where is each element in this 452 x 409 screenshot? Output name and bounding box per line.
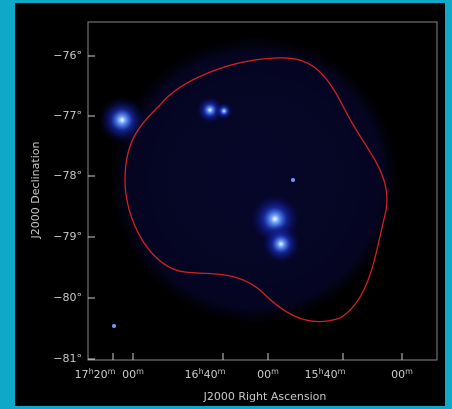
x-tick-part: 16 xyxy=(185,368,199,381)
y-tick-label: −81° xyxy=(53,352,82,365)
x-tick-part: m xyxy=(218,367,226,376)
y-tick-label: −78° xyxy=(53,169,82,182)
x-axis-label: J2000 Right Ascension xyxy=(203,390,327,403)
y-tick-label: −79° xyxy=(53,230,82,243)
y-tick-label: −80° xyxy=(53,291,82,304)
field-glow xyxy=(105,30,405,330)
x-tick-part: m xyxy=(136,367,144,376)
x-tick-part: 15 xyxy=(305,368,319,381)
x-tick-part: m xyxy=(405,367,413,376)
source xyxy=(215,102,233,120)
y-tick-label: −76° xyxy=(53,49,82,62)
x-tick-part: m xyxy=(338,367,346,376)
x-tick-part: m xyxy=(271,367,279,376)
x-tick-part: 40 xyxy=(204,368,218,381)
x-tick-part: 17 xyxy=(75,368,89,381)
sky-image: J2000 Right Ascension J2000 Declination … xyxy=(0,0,452,409)
x-tick-part: 00 xyxy=(122,368,136,381)
y-axis-label: J2000 Declination xyxy=(29,142,42,240)
source xyxy=(98,96,146,144)
x-tick-part: m xyxy=(108,367,116,376)
x-tick-part: 00 xyxy=(257,368,271,381)
page: J2000 Right Ascension J2000 Declination … xyxy=(0,0,452,409)
x-tick-part: 20 xyxy=(94,368,108,381)
source xyxy=(291,178,295,182)
source xyxy=(112,324,116,328)
y-tick-label: −77° xyxy=(53,109,82,122)
x-tick-part: 00 xyxy=(391,368,405,381)
x-tick-part: 40 xyxy=(324,368,338,381)
source xyxy=(261,224,301,264)
